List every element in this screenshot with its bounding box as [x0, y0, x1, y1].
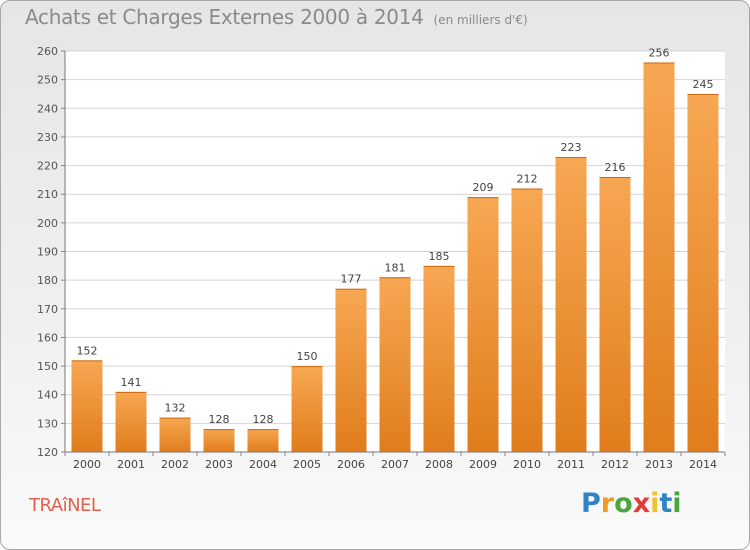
bar — [687, 93, 719, 452]
bar — [423, 265, 455, 452]
proxiti-logo: Proxiti — [581, 488, 682, 519]
data-label: 209 — [473, 181, 494, 194]
bar — [71, 360, 103, 452]
y-tick-label: 170 — [37, 303, 58, 316]
y-tick-label: 130 — [37, 417, 58, 430]
data-label: 256 — [649, 46, 670, 59]
chart-title: Achats et Charges Externes 2000 à 2014 (e… — [25, 5, 528, 29]
bar — [379, 277, 411, 452]
x-tick-label: 2001 — [117, 458, 145, 471]
y-tick-label: 180 — [37, 274, 58, 287]
bar — [115, 391, 147, 452]
data-label: 132 — [165, 402, 186, 415]
bar — [555, 156, 587, 452]
x-tick-label: 2007 — [381, 458, 409, 471]
x-tick-label: 2003 — [205, 458, 233, 471]
y-tick-label: 220 — [37, 160, 58, 173]
bar — [599, 177, 631, 452]
x-tick-label: 2004 — [249, 458, 277, 471]
logo-letter: i — [672, 488, 682, 519]
data-label: 216 — [605, 161, 626, 174]
logo-letter: x — [632, 488, 651, 519]
data-label: 128 — [253, 413, 274, 426]
y-tick-label: 190 — [37, 246, 58, 259]
y-tick-label: 150 — [37, 360, 58, 373]
x-tick-label: 2005 — [293, 458, 321, 471]
logo-letter: r — [600, 488, 615, 519]
data-label: 141 — [121, 376, 142, 389]
data-label: 177 — [341, 273, 362, 286]
y-tick-label: 250 — [37, 74, 58, 87]
x-tick-label: 2008 — [425, 458, 453, 471]
y-tick-label: 230 — [37, 131, 58, 144]
x-tick-label: 2000 — [73, 458, 101, 471]
data-label: 212 — [517, 172, 538, 185]
y-tick-label: 200 — [37, 217, 58, 230]
bar — [335, 288, 367, 452]
y-tick-label: 240 — [37, 102, 58, 115]
x-tick-label: 2011 — [557, 458, 585, 471]
y-tick-label: 120 — [37, 446, 58, 459]
bar — [159, 417, 191, 452]
data-label: 152 — [77, 344, 98, 357]
bar — [467, 197, 499, 452]
commune-name: TRAîNEL — [29, 495, 101, 516]
data-label: 128 — [209, 413, 230, 426]
logo-letter: o — [614, 488, 633, 519]
x-tick-label: 2010 — [513, 458, 541, 471]
x-tick-label: 2012 — [601, 458, 629, 471]
x-tick-label: 2002 — [161, 458, 189, 471]
logo-letter: i — [650, 488, 660, 519]
data-label: 150 — [297, 350, 318, 363]
title-unit: (en milliers d'€) — [433, 13, 528, 27]
data-label: 245 — [693, 78, 714, 91]
logo-letter: P — [581, 488, 601, 519]
bar — [511, 188, 543, 452]
logo-letter: t — [659, 488, 673, 519]
title-main: Achats et Charges Externes 2000 à 2014 — [25, 5, 424, 29]
data-label: 181 — [385, 261, 406, 274]
y-tick-label: 140 — [37, 389, 58, 402]
bar — [203, 429, 235, 452]
bar — [643, 62, 675, 452]
bar — [247, 429, 279, 452]
data-label: 185 — [429, 250, 450, 263]
y-tick-label: 160 — [37, 331, 58, 344]
y-tick-label: 210 — [37, 188, 58, 201]
x-tick-label: 2009 — [469, 458, 497, 471]
x-tick-label: 2013 — [645, 458, 673, 471]
bar — [291, 366, 323, 452]
x-tick-label: 2014 — [689, 458, 717, 471]
x-tick-label: 2006 — [337, 458, 365, 471]
data-label: 223 — [561, 141, 582, 154]
y-tick-label: 260 — [37, 45, 58, 58]
